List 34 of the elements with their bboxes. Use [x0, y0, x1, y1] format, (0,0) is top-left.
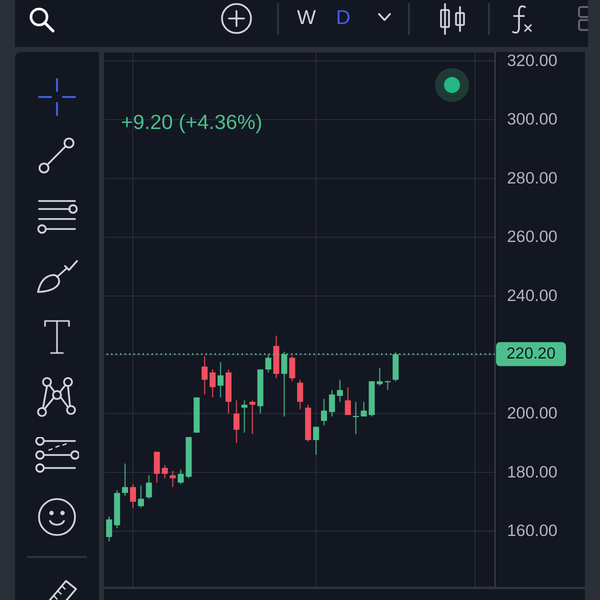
- candlestick: [384, 380, 391, 391]
- y-tick-label: 180.00: [507, 463, 558, 482]
- candlestick: [289, 356, 296, 382]
- candlestick: [328, 389, 335, 418]
- candlestick: [210, 368, 216, 398]
- candlestick: [297, 379, 304, 410]
- candlestick: [154, 451, 160, 484]
- candlestick: [202, 356, 208, 396]
- y-tick-label: 300.00: [507, 110, 558, 129]
- candlestick: [344, 386, 351, 416]
- y-tick-label: 200.00: [507, 404, 558, 423]
- candlestick: [241, 400, 248, 434]
- y-tick-label: 160.00: [507, 522, 558, 540]
- text: D: [336, 6, 350, 31]
- text: W: [297, 6, 316, 31]
- candlestick: [321, 398, 328, 426]
- text: +9.20 (+4.36%): [121, 110, 262, 136]
- candlestick: [233, 400, 240, 444]
- candlestick: [130, 484, 136, 508]
- candlestick: [162, 464, 168, 479]
- candlestick: [336, 379, 343, 402]
- candlestick: [122, 462, 128, 496]
- candlestick: [313, 426, 320, 456]
- y-tick-label: 240.00: [507, 286, 558, 305]
- candlestick: [146, 474, 152, 500]
- candlestick: [218, 362, 224, 398]
- ref-line-label: 220.20: [506, 346, 556, 363]
- y-tick-label: 280.00: [507, 169, 558, 188]
- candlestick: [178, 468, 184, 485]
- y-tick-label: 260.00: [507, 228, 558, 246]
- candlestick: [106, 516, 112, 542]
- candlestick: [138, 484, 144, 508]
- candlestick: [360, 401, 367, 418]
- y-tick-label: 320.00: [507, 52, 558, 70]
